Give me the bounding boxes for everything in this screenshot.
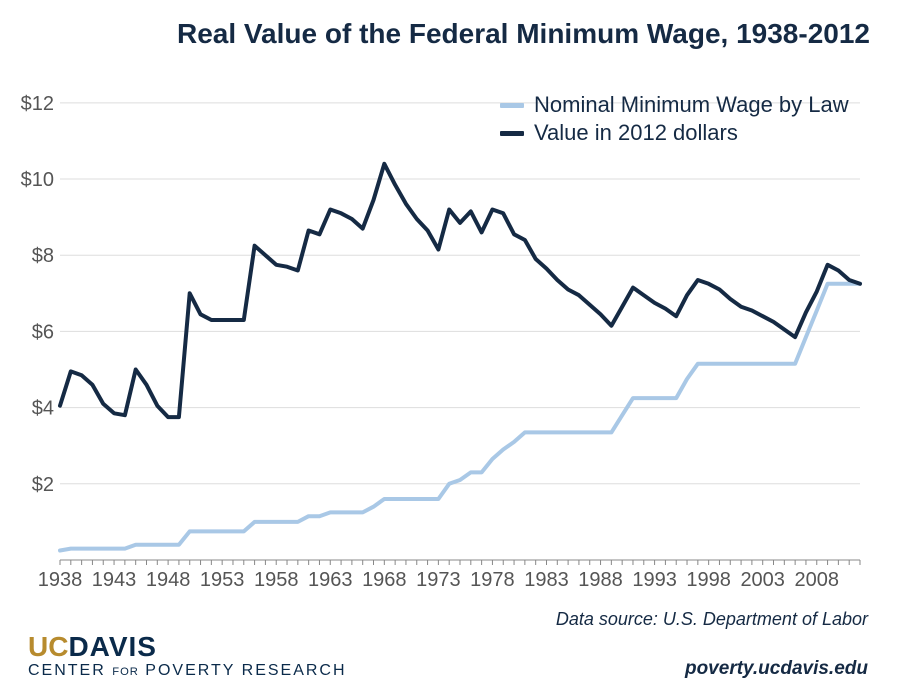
svg-text:1948: 1948 — [146, 569, 191, 591]
legend-label-real: Value in 2012 dollars — [534, 120, 738, 146]
legend-label-nominal: Nominal Minimum Wage by Law — [534, 92, 849, 118]
svg-text:1958: 1958 — [254, 569, 299, 591]
footer-right: Data source: U.S. Department of Labor po… — [556, 609, 868, 680]
legend-swatch-nominal — [500, 103, 524, 108]
legend-item-real: Value in 2012 dollars — [500, 120, 849, 146]
svg-text:1968: 1968 — [362, 569, 407, 591]
svg-text:2008: 2008 — [795, 569, 840, 591]
legend-item-nominal: Nominal Minimum Wage by Law — [500, 92, 849, 118]
logo-bottom-line: CENTER FOR POVERTY RESEARCH — [28, 663, 347, 680]
svg-text:1973: 1973 — [416, 569, 461, 591]
svg-text:1953: 1953 — [200, 569, 245, 591]
chart-legend: Nominal Minimum Wage by Law Value in 201… — [500, 92, 849, 148]
chart-footer: UCDAVIS CENTER FOR POVERTY RESEARCH Data… — [28, 609, 868, 680]
svg-text:1943: 1943 — [92, 569, 137, 591]
logo-for: FOR — [112, 666, 139, 678]
svg-text:1993: 1993 — [632, 569, 677, 591]
svg-text:$8: $8 — [32, 245, 54, 267]
svg-text:1983: 1983 — [524, 569, 569, 591]
chart-container: Real Value of the Federal Minimum Wage, … — [0, 0, 900, 698]
svg-text:$2: $2 — [32, 474, 54, 496]
legend-swatch-real — [500, 131, 524, 136]
svg-text:1998: 1998 — [686, 569, 731, 591]
logo-poverty-research: POVERTY RESEARCH — [139, 662, 347, 679]
chart-area: $2 $4 $6 $8 $10 $12 1938 1943 1948 1953 1958 1963 19… — [18, 70, 870, 600]
svg-text:1938: 1938 — [38, 569, 83, 591]
svg-text:$10: $10 — [21, 169, 54, 191]
ucdavis-logo: UCDAVIS CENTER FOR POVERTY RESEARCH — [28, 632, 347, 680]
logo-davis: DAVIS — [68, 631, 157, 662]
source-url: poverty.ucdavis.edu — [556, 658, 868, 680]
logo-center: CENTER — [28, 662, 112, 679]
svg-text:$4: $4 — [32, 398, 54, 420]
svg-text:1988: 1988 — [578, 569, 623, 591]
svg-text:$6: $6 — [32, 321, 54, 343]
svg-text:2003: 2003 — [740, 569, 785, 591]
logo-top-line: UCDAVIS — [28, 632, 347, 661]
svg-text:$12: $12 — [21, 93, 54, 115]
svg-text:1963: 1963 — [308, 569, 353, 591]
logo-uc: UC — [28, 631, 68, 662]
chart-title: Real Value of the Federal Minimum Wage, … — [80, 18, 870, 50]
svg-text:1978: 1978 — [470, 569, 515, 591]
line-chart-svg: $2 $4 $6 $8 $10 $12 1938 1943 1948 1953 1958 1963 19… — [18, 70, 870, 600]
data-source-label: Data source: U.S. Department of Labor — [556, 609, 868, 630]
